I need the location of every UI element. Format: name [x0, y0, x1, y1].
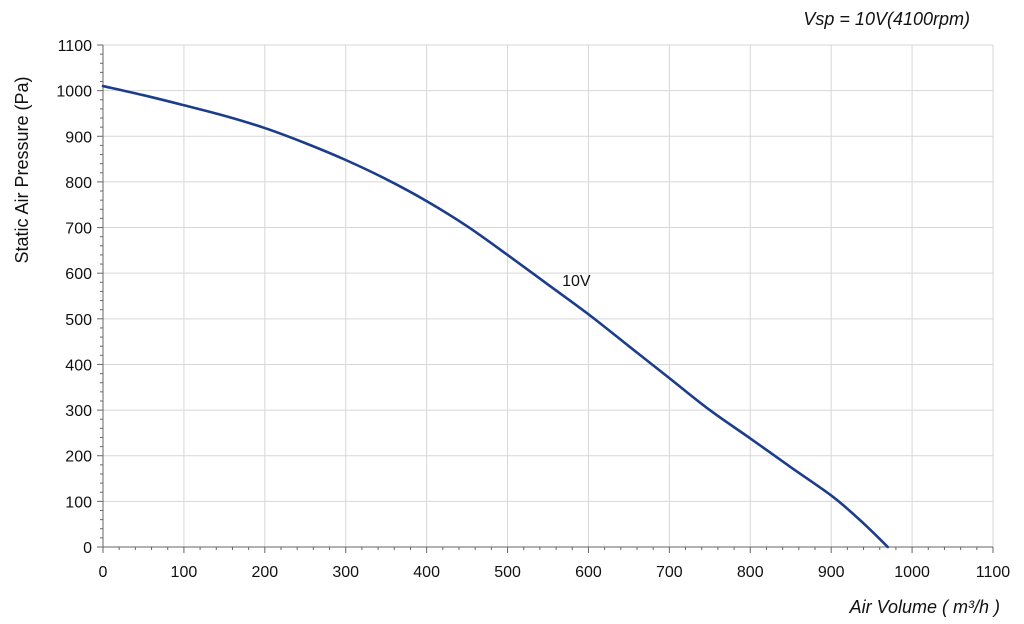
x-tick-label: 700 — [656, 564, 683, 581]
x-tick-label: 0 — [99, 564, 108, 581]
series-line-10V — [101, 84, 890, 549]
y-tick-labels: 0 100 200 300 400 500 600 700 800 900 1000 1100 — [56, 38, 92, 557]
y-tick-label: 500 — [65, 312, 92, 329]
y-tick-label: 1100 — [58, 38, 93, 55]
y-tick-label: 300 — [65, 403, 92, 420]
x-tick-label: 200 — [251, 564, 278, 581]
y-tick-label: 600 — [65, 266, 92, 283]
axes — [97, 44, 994, 553]
y-tick-label: 1000 — [56, 84, 92, 101]
x-tick-label: 500 — [494, 564, 521, 581]
x-tick-label: 300 — [332, 564, 359, 581]
x-axis-title: Air Volume ( m³/h ) — [849, 597, 1000, 617]
x-tick-label: 900 — [818, 564, 845, 581]
chart-subtitle: Vsp = 10V(4100rpm) — [803, 9, 970, 29]
y-tick-label: 400 — [65, 357, 92, 374]
x-tick-label: 400 — [413, 564, 440, 581]
y-tick-label: 800 — [65, 175, 92, 192]
y-tick-label: 200 — [65, 449, 92, 466]
x-tick-label: 600 — [575, 564, 602, 581]
y-tick-label: 900 — [65, 129, 92, 146]
y-axis-title: Static Air Pressure (Pa) — [12, 76, 32, 263]
x-tick-label: 1100 — [976, 564, 1011, 581]
grid — [103, 44, 994, 547]
series-label: 10V — [562, 273, 591, 290]
x-tick-label: 800 — [737, 564, 764, 581]
series: 10V — [101, 84, 890, 549]
y-tick-label: 0 — [83, 540, 92, 557]
x-tick-label: 100 — [171, 564, 198, 581]
x-tick-label: 1000 — [894, 564, 930, 581]
y-tick-label: 700 — [65, 221, 92, 238]
x-tick-labels: 0 100 200 300 400 500 600 700 800 900 1000 1100 — [99, 564, 1011, 581]
y-tick-label: 100 — [65, 494, 92, 511]
